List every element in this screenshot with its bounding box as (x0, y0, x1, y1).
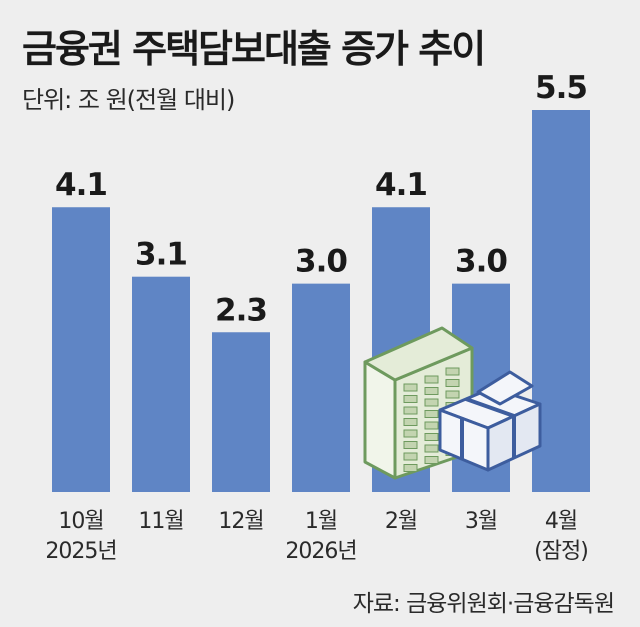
building-window (403, 452, 418, 461)
building-window (424, 456, 439, 464)
category-label-6: 3월 (465, 509, 497, 534)
bar-4 (292, 283, 350, 492)
category-label-2: 11월 (138, 509, 183, 534)
building-window (424, 398, 439, 407)
value-label-6: 3.0 (455, 244, 507, 280)
building-window (403, 395, 418, 403)
labels-group: 4.1 10월 2025년 3.1 11월 2.3 12월 3.0 1월 2026년 4.1 2월 3.… (45, 70, 588, 564)
building-window (445, 379, 460, 387)
value-label-4: 3.0 (295, 244, 347, 280)
money-bundle-icon (438, 370, 542, 472)
category-label-4-sub: 2026년 (285, 539, 356, 564)
building-window (424, 433, 439, 441)
building-window (424, 421, 439, 430)
illustration (363, 326, 542, 480)
building-window (445, 390, 460, 399)
unit-label: 단위: 조 원(전월 대비) (22, 86, 235, 114)
bar-7 (532, 110, 590, 492)
value-label-5: 4.1 (375, 167, 427, 203)
building-window (445, 367, 460, 376)
building-window (403, 383, 418, 392)
building-window (424, 375, 439, 384)
building-window (403, 441, 418, 449)
value-label-7: 5.5 (535, 70, 587, 106)
building-window (403, 429, 418, 438)
source-note: 자료: 금융위원회·금융감독원 (352, 591, 615, 617)
category-label-1: 10월 (58, 509, 103, 534)
bar-2 (132, 276, 190, 492)
category-label-1-sub: 2025년 (45, 539, 116, 564)
building-window (403, 406, 418, 415)
category-label-5: 2월 (385, 509, 417, 534)
value-label-3: 2.3 (215, 292, 267, 328)
building-window (403, 464, 418, 472)
bar-3 (212, 332, 270, 492)
category-label-7: 4월 (545, 509, 577, 534)
category-label-3: 12월 (218, 509, 263, 534)
value-label-2: 3.1 (135, 237, 187, 273)
building-window (424, 410, 439, 418)
category-label-7-sub: (잠정) (534, 539, 588, 564)
category-label-4: 1월 (305, 509, 337, 534)
building-window (424, 387, 439, 395)
bar-1 (52, 207, 110, 492)
value-label-1: 4.1 (55, 167, 107, 203)
building-window (403, 418, 418, 426)
building-window (424, 444, 439, 453)
chart-title: 금융권 주택담보대출 증가 추이 (22, 27, 486, 71)
